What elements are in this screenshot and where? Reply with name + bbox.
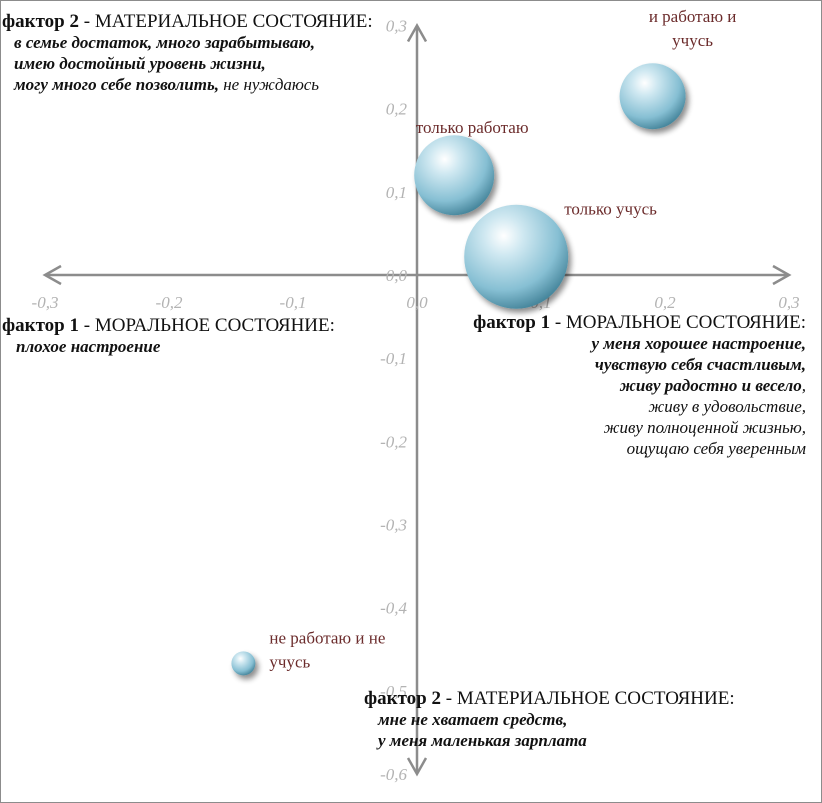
bubble-labels: и работаю и учусь только работаю только учу…: [269, 7, 736, 671]
y-tick-label: -0,4: [380, 599, 407, 618]
x-tick-label: -0,2: [156, 293, 183, 312]
factor-title: МОРАЛЬНОЕ СОСТОЯНИЕ:: [94, 315, 335, 336]
annotation-top-left: фактор 2 - МАТЕРИАЛЬНОЕ СОСТОЯНИЕ: в сем…: [2, 11, 373, 94]
annotation-mid-left: фактор 1 - МОРАЛЬНОЕ СОСТОЯНИЕ: плохое н…: [2, 315, 335, 356]
x-tick-labels: -0,3 -0,2 -0,1 0,0 0,1 0,2 0,3: [32, 293, 800, 312]
factor-title: МАТЕРИАЛЬНОЕ СОСТОЯНИЕ:: [94, 11, 373, 32]
bubble-point: [619, 63, 686, 130]
x-tick-label: 0,0: [406, 293, 428, 312]
bubble-point: [464, 204, 569, 309]
y-tick-label: 0,1: [386, 183, 407, 202]
annotation-mid-right: фактор 1 - МОРАЛЬНОЕ СОСТОЯНИЕ: у меня х…: [473, 312, 806, 458]
bubble-label: только учусь: [564, 200, 657, 219]
x-tick-label: 0,2: [654, 293, 676, 312]
bubbles: [231, 63, 686, 676]
factor-title: МОРАЛЬНОЕ СОСТОЯНИЕ:: [565, 312, 806, 333]
annotation-bottom: фактор 2 - МАТЕРИАЛЬНОЕ СОСТОЯНИЕ: мне н…: [364, 688, 735, 750]
bubble-point: [231, 651, 256, 676]
factor-label: фактор 2: [2, 11, 79, 32]
factor-label: фактор 1: [473, 312, 551, 333]
y-tick-label: -0,2: [380, 432, 407, 451]
y-axis-arrow-bottom: [406, 757, 428, 777]
x-tick-label: -0,3: [32, 293, 59, 312]
y-tick-label: -0,1: [380, 349, 407, 368]
factor-label: фактор 1: [2, 315, 79, 336]
bubble-label: не работаю и не учусь: [269, 628, 385, 671]
bubble-label: и работаю и учусь: [649, 7, 737, 50]
factor-title: МАТЕРИАЛЬНОЕ СОСТОЯНИЕ:: [456, 688, 735, 709]
y-tick-label: -0,5: [380, 682, 407, 701]
axes: [42, 22, 792, 777]
factor-label: фактор 2: [364, 688, 441, 709]
y-axis-arrow-top: [406, 22, 428, 43]
x-tick-label: -0,1: [280, 293, 307, 312]
y-tick-label: -0,3: [380, 516, 407, 535]
y-tick-label: 0,3: [386, 17, 407, 36]
bubble-label: только работаю: [416, 118, 529, 137]
y-tick-label: 0,2: [386, 100, 408, 119]
y-tick-labels: 0,3 0,2 0,1 0,0 -0,1 -0,2 -0,3 -0,4 -0,5 -0,6: [380, 17, 407, 785]
bubble-point: [414, 135, 495, 216]
x-axis-arrow-right: [772, 264, 792, 286]
y-tick-label: 0,0: [386, 266, 408, 285]
x-axis-arrow-left: [42, 264, 62, 286]
y-tick-label: -0,6: [380, 765, 407, 784]
x-tick-label: 0,3: [778, 293, 799, 312]
